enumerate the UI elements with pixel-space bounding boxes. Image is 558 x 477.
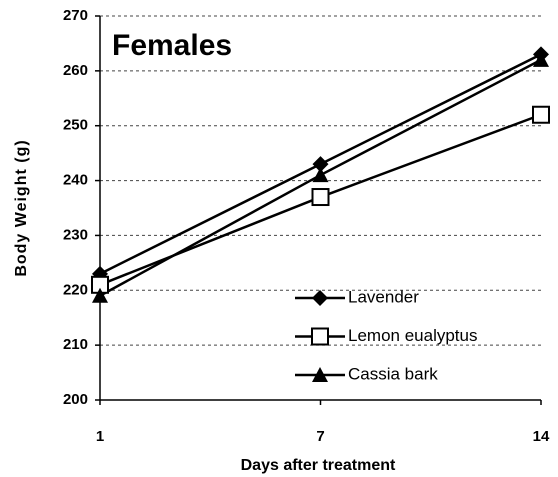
y-tick-label: 200 bbox=[63, 391, 88, 408]
y-tick-label: 230 bbox=[63, 226, 88, 243]
y-tick-label: 210 bbox=[63, 336, 88, 353]
legend-label: Lemon eualyptus bbox=[348, 326, 477, 345]
y-tick-label: 270 bbox=[63, 7, 88, 24]
legend-marker bbox=[312, 367, 328, 382]
x-tick-label: 1 bbox=[96, 428, 104, 445]
marker bbox=[533, 51, 549, 67]
y-tick-label: 220 bbox=[63, 281, 88, 298]
y-tick-label: 250 bbox=[63, 117, 88, 134]
y-axis-title: Body Weight (g) bbox=[13, 139, 30, 276]
legend-marker bbox=[311, 327, 329, 346]
marker bbox=[312, 167, 329, 183]
x-tick-label: 14 bbox=[533, 428, 550, 445]
y-tick-label: 240 bbox=[63, 172, 88, 189]
marker bbox=[311, 188, 330, 207]
x-axis-title: Days after treatment bbox=[241, 457, 396, 474]
y-tick-label: 260 bbox=[63, 62, 88, 79]
marker bbox=[532, 105, 550, 124]
legend-label: Lavender bbox=[348, 287, 419, 306]
chart-title: Females bbox=[112, 29, 232, 62]
x-tick-label: 7 bbox=[316, 428, 324, 445]
marker bbox=[92, 287, 108, 303]
legend-label: Cassia bark bbox=[348, 364, 438, 383]
marker bbox=[312, 156, 329, 173]
legend-marker bbox=[312, 290, 328, 306]
